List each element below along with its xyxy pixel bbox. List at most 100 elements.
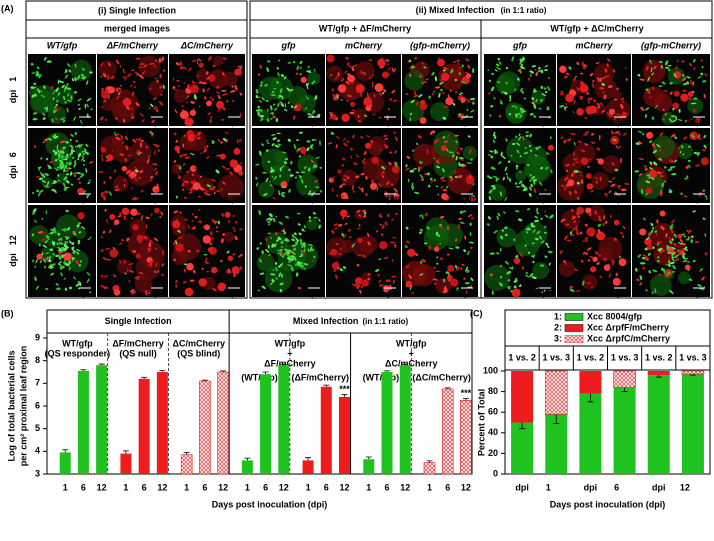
cell [575,290,581,293]
cell [272,269,275,271]
cell [151,163,156,166]
group-prefix: dpi [515,482,529,492]
cell [525,231,529,234]
cell [287,256,292,261]
cell [122,118,126,123]
group-prefix: dpi [652,482,666,492]
cell [419,117,427,124]
cell [294,262,299,267]
cell [265,139,269,142]
cell [683,248,685,252]
category-label: 1 vs. 2 [577,352,605,362]
significance: *** [339,384,350,394]
cell [122,141,124,144]
cell [305,165,307,168]
cell [124,272,127,275]
cell [433,157,436,159]
cell [688,229,692,234]
cell [259,114,264,118]
cell [59,266,63,270]
cell [71,156,75,160]
cell [419,273,424,276]
cell [73,90,77,94]
cell [187,224,190,229]
cell [682,254,685,259]
bar [120,453,132,474]
cell [343,175,349,178]
cell [448,247,454,250]
cell [271,278,275,283]
cell [419,160,422,164]
cell [41,217,44,220]
cell [152,185,160,193]
cell [460,81,465,83]
micrograph-blob [45,132,70,157]
bar [423,462,436,475]
cell [489,114,492,117]
cell [409,285,413,291]
cell [102,256,107,261]
cell [622,132,627,136]
micrograph: 5 µm [252,128,325,203]
cell [215,226,219,229]
cell [435,270,441,273]
cell [470,277,474,282]
cell [585,252,588,255]
cell [670,219,675,224]
cell [360,70,363,75]
cell [697,76,702,79]
cell [58,242,63,245]
cell [123,215,126,219]
cell [538,146,541,149]
cell [215,169,220,174]
cell [573,170,579,173]
cell [519,252,524,257]
section-subtitle: merged images [104,23,170,33]
cell [43,141,45,144]
cell [371,82,374,88]
cell [299,60,303,65]
cell [490,185,496,188]
cell [442,278,446,283]
cell [153,143,158,148]
cell [508,267,514,270]
cell [656,219,659,224]
cell [589,73,594,77]
group-label: (QS responder) [45,348,111,358]
cell [54,228,57,234]
cell [490,166,496,170]
cell [671,257,675,262]
cell [100,154,103,157]
cell [191,173,195,177]
cell [211,98,215,102]
cell [281,186,287,189]
bar [363,459,375,474]
cell [176,165,181,168]
cell [198,209,201,211]
cell [569,92,573,95]
cell [527,251,531,254]
cell [524,244,527,247]
cell [653,144,656,150]
cell [434,139,439,144]
cell [577,215,580,218]
cell [656,143,661,148]
cell [609,214,612,219]
cell [670,115,676,118]
cell [40,238,46,242]
section-title: Single Infection [105,316,172,326]
cell [519,114,523,119]
micrograph: 5 µm [28,128,96,203]
cell [198,62,204,68]
cell [341,216,344,220]
cell [463,197,466,201]
cell [39,189,44,193]
cell [138,176,142,180]
cell [585,207,592,214]
cell [109,213,116,220]
cell [346,62,350,66]
bar-segment [545,414,568,474]
cell [68,266,71,271]
cell [155,109,158,111]
